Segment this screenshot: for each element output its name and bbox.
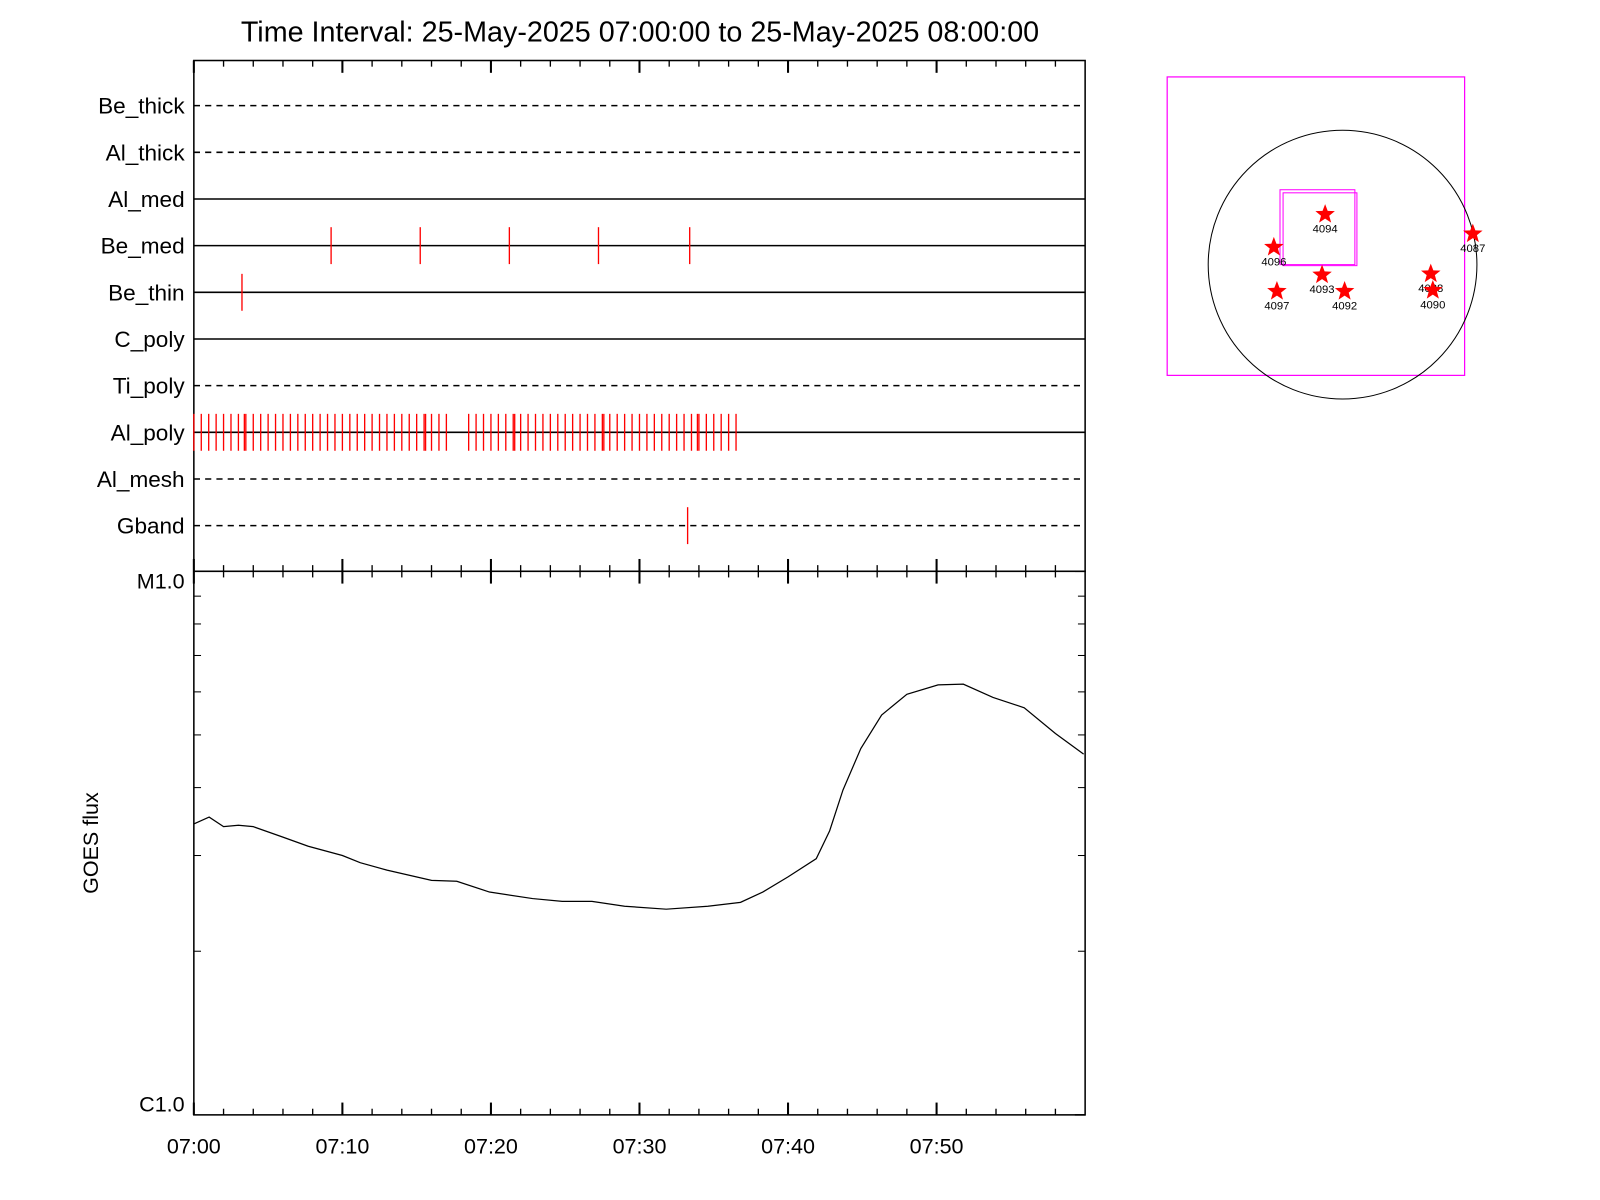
x-tick-label: 07:20 bbox=[464, 1134, 518, 1158]
region-marker bbox=[1421, 263, 1441, 283]
row-label: Ti_poly bbox=[113, 374, 186, 399]
region-label: 4097 bbox=[1264, 301, 1289, 313]
region-marker bbox=[1312, 264, 1332, 284]
x-tick-label: 07:40 bbox=[761, 1134, 815, 1158]
region-label: 4094 bbox=[1313, 224, 1338, 236]
region-label: 4092 bbox=[1332, 301, 1357, 313]
row-label: Be_med bbox=[101, 234, 185, 259]
x-tick-label: 07:00 bbox=[167, 1134, 221, 1158]
row-label: Be_thin bbox=[108, 280, 184, 305]
solar-limb bbox=[1207, 129, 1478, 400]
pointing-box bbox=[1282, 192, 1358, 267]
region-label: 4087 bbox=[1460, 243, 1485, 255]
y-axis-label: GOES flux bbox=[79, 792, 103, 894]
region-marker bbox=[1267, 281, 1287, 300]
region-label: 4096 bbox=[1261, 257, 1286, 269]
region-marker bbox=[1315, 204, 1335, 223]
x-tick-label: 07:30 bbox=[613, 1134, 667, 1158]
region-marker bbox=[1334, 281, 1355, 300]
region-marker bbox=[1264, 236, 1284, 256]
row-label: Al_mesh bbox=[97, 467, 185, 492]
y-tick-label: C1.0 bbox=[139, 1092, 184, 1116]
region-marker bbox=[1423, 280, 1443, 299]
x-tick-label: 07:50 bbox=[910, 1134, 964, 1158]
fov-box bbox=[1166, 76, 1466, 376]
region-label: 4093 bbox=[1310, 284, 1335, 296]
region-marker bbox=[1463, 223, 1483, 243]
row-label: Al_thick bbox=[106, 140, 186, 165]
context-map bbox=[1166, 76, 1478, 400]
goes-line bbox=[193, 683, 1085, 910]
pointing-box bbox=[1279, 189, 1356, 266]
row-label: C_poly bbox=[114, 327, 185, 352]
region-label: 4090 bbox=[1420, 300, 1445, 312]
row-label: Gband bbox=[117, 514, 185, 539]
x-tick-label: 07:10 bbox=[315, 1134, 369, 1158]
y-tick-label: M1.0 bbox=[137, 569, 185, 593]
row-label: Al_med bbox=[108, 187, 184, 212]
chart-title: Time Interval: 25-May-2025 07:00:00 to 2… bbox=[241, 16, 1039, 48]
row-label: Al_poly bbox=[111, 420, 186, 445]
row-label: Be_thick bbox=[98, 94, 185, 119]
